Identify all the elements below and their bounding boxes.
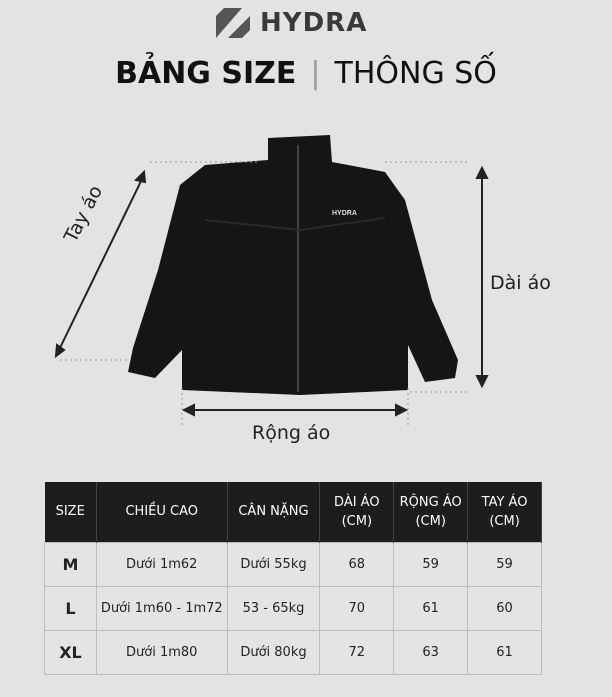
jacket-image: HYDRA — [128, 135, 458, 395]
column-header: CÂN NẶNG — [227, 482, 321, 543]
table-cell: Dưới 1m60 - 1m72 — [95, 586, 228, 631]
column-header: CHIỀU CAO — [96, 482, 228, 543]
page-title: BẢNG SIZE | THÔNG SỐ — [0, 56, 612, 91]
table-cell: Dưới 80kg — [226, 630, 321, 675]
size-cell: L — [44, 586, 97, 631]
table-cell: 59 — [467, 542, 542, 587]
column-header-text: CHIỀU CAO — [125, 504, 199, 520]
table-row: M Dưới 1m62 Dưới 55kg 68 59 59 — [44, 542, 542, 587]
table-cell: 59 — [393, 542, 469, 587]
column-header-text: TAY ÁO — [481, 494, 528, 510]
measure-arrows — [54, 165, 489, 417]
column-header-text: (CM) — [489, 514, 520, 529]
table-cell: 68 — [319, 542, 395, 587]
column-header: RỘNG ÁO (CM) — [393, 482, 469, 543]
table-cell: 63 — [393, 630, 469, 675]
width-label: Rộng áo — [252, 422, 331, 444]
table-cell: Dưới 1m62 — [95, 542, 228, 587]
column-header-text: (CM) — [415, 514, 446, 529]
table-cell: 53 - 65kg — [226, 586, 321, 631]
column-header: DÀI ÁO (CM) — [319, 482, 395, 543]
table-cell: Dưới 1m80 — [95, 630, 228, 675]
size-cell: M — [44, 542, 97, 587]
title-sub: THÔNG SỐ — [334, 56, 497, 91]
size-cell: XL — [44, 630, 97, 675]
column-header-text: SIZE — [55, 504, 85, 520]
table-cell: 60 — [467, 586, 542, 631]
table-cell: 72 — [319, 630, 395, 675]
table-cell: Dưới 55kg — [226, 542, 321, 587]
column-header-text: CÂN NẶNG — [238, 504, 309, 520]
table-cell: 70 — [319, 586, 395, 631]
title-separator: | — [310, 56, 321, 91]
length-label: Dài áo — [490, 272, 551, 294]
jacket-diagram: HYDRA — [54, 135, 489, 425]
table-header-row: SIZE CHIỀU CAO CÂN NẶNG DÀI ÁO (CM) RỘNG ÁO (C… — [44, 482, 542, 543]
hydra-logo-icon — [216, 8, 250, 38]
column-header-text: RỘNG ÁO — [399, 494, 462, 510]
table-cell: 61 — [467, 630, 542, 675]
size-table: SIZE CHIỀU CAO CÂN NẶNG DÀI ÁO (CM) RỘNG ÁO (C… — [44, 482, 542, 675]
jacket-brand-label: HYDRA — [332, 210, 357, 217]
sleeve-arrow — [57, 174, 145, 353]
brand-logo: HYDRA — [216, 8, 367, 38]
table-row: L Dưới 1m60 - 1m72 53 - 65kg 70 61 60 — [44, 586, 542, 631]
column-header: SIZE — [44, 482, 97, 543]
column-header: TAY ÁO (CM) — [467, 482, 542, 543]
column-header-text: (CM) — [341, 514, 373, 529]
guide-lines — [60, 161, 470, 425]
brand-name: HYDRA — [260, 8, 368, 38]
table-row: XL Dưới 1m80 Dưới 80kg 72 63 61 — [44, 630, 542, 675]
table-cell: 61 — [393, 586, 469, 631]
title-main: BẢNG SIZE — [115, 56, 297, 91]
column-header-text: DÀI ÁO — [334, 494, 380, 510]
